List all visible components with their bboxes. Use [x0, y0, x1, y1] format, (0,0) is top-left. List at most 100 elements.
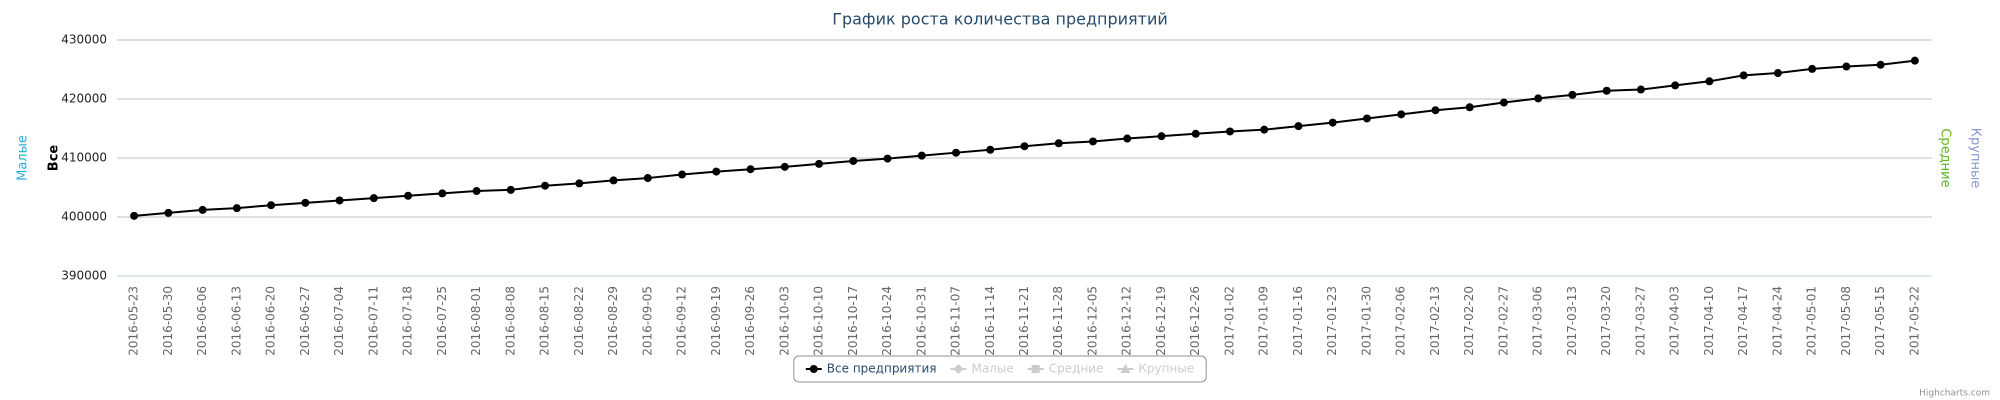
x-tick-label: 2017-01-23 [1325, 286, 1339, 356]
point [1910, 56, 1919, 65]
point [986, 145, 995, 154]
x-tick-label: 2017-02-06 [1394, 286, 1408, 356]
point [1088, 137, 1097, 146]
x-tick-label: 2016-08-15 [538, 286, 552, 356]
x-tick-label: 2017-01-09 [1257, 286, 1271, 356]
point [1431, 106, 1440, 115]
point [1054, 139, 1063, 148]
point [883, 154, 892, 163]
x-tick-label: 2016-10-24 [880, 286, 894, 356]
point [301, 198, 310, 207]
x-tick-label: 2017-02-13 [1428, 286, 1442, 356]
x-tick-label: 2016-06-06 [195, 286, 209, 356]
x-tick-label: 2016-05-23 [127, 286, 141, 356]
x-tick-label: 2017-04-17 [1736, 286, 1750, 356]
point [1397, 110, 1406, 119]
x-tick-label: 2016-12-05 [1085, 286, 1099, 356]
point [1773, 69, 1782, 78]
x-tick-label: 2017-01-30 [1359, 286, 1373, 356]
point [1568, 90, 1577, 99]
point [1636, 85, 1645, 94]
x-tick-label: 2016-05-30 [161, 286, 175, 356]
point [1705, 77, 1714, 86]
y-tick-label: 430000 [61, 33, 107, 47]
y-tick-label: 390000 [61, 269, 107, 283]
point [130, 211, 139, 220]
point [1739, 71, 1748, 80]
x-tick-label: 2016-08-29 [606, 286, 620, 356]
x-tick-label: 2016-12-19 [1154, 286, 1168, 356]
y-tick-label: 420000 [61, 92, 107, 106]
x-tick-label: 2017-02-27 [1496, 286, 1510, 356]
chart-title: График роста количества предприятий [832, 10, 1168, 29]
point [1671, 81, 1680, 90]
x-tick-label: 2017-03-27 [1633, 286, 1647, 356]
point [506, 185, 515, 194]
legend-label[interactable]: Малые [971, 362, 1013, 376]
legend-symbol [1031, 365, 1040, 373]
x-tick-label: 2016-07-25 [435, 286, 449, 356]
x-tick-label: 2016-11-14 [983, 286, 997, 356]
legend-label[interactable]: Крупные [1138, 362, 1194, 376]
x-tick-label: 2016-07-11 [366, 286, 380, 356]
point [1328, 118, 1337, 127]
point [1876, 60, 1885, 69]
point [809, 365, 818, 373]
x-tick-label: 2017-01-02 [1222, 286, 1236, 356]
point [1808, 64, 1817, 73]
x-tick-label: 2017-05-15 [1873, 286, 1887, 356]
point [678, 170, 687, 179]
x-tick-label: 2016-09-05 [640, 286, 654, 356]
axis-title: Малые [16, 135, 31, 181]
x-tick-label: 2016-10-10 [812, 286, 826, 356]
x-tick-label: 2017-01-16 [1291, 286, 1305, 356]
point [746, 165, 755, 174]
x-tick-label: 2016-09-26 [743, 286, 757, 356]
point [1123, 134, 1132, 143]
x-tick-label: 2017-03-06 [1531, 286, 1545, 356]
point [815, 159, 824, 168]
x-tick-label: 2016-09-12 [675, 286, 689, 356]
point [643, 174, 652, 183]
axis-title: Средние [1938, 128, 1953, 187]
point [198, 205, 207, 214]
x-tick-label: 2016-08-01 [469, 286, 483, 356]
x-tick-label: 2017-05-22 [1907, 286, 1921, 356]
legend-label[interactable]: Все предприятия [827, 362, 937, 376]
x-tick-label: 2017-05-01 [1805, 286, 1819, 356]
point [575, 179, 584, 188]
point [541, 181, 550, 190]
x-tick-label: 2016-11-07 [949, 286, 963, 356]
point [917, 151, 926, 160]
point [472, 187, 481, 196]
point [1157, 132, 1166, 141]
point [1499, 98, 1508, 107]
x-tick-label: 2016-12-26 [1188, 286, 1202, 356]
point [438, 189, 447, 198]
point [232, 204, 241, 213]
x-tick-label: 2016-08-22 [572, 286, 586, 356]
legend-box [793, 355, 1207, 383]
point [849, 156, 858, 165]
x-tick-label: 2017-04-03 [1668, 286, 1682, 356]
point [712, 167, 721, 176]
point [1465, 103, 1474, 112]
x-tick-label: 2016-10-03 [777, 286, 791, 356]
x-tick-label: 2017-04-24 [1770, 286, 1784, 356]
x-tick-label: 2016-12-12 [1120, 286, 1134, 356]
x-tick-label: 2016-06-20 [264, 286, 278, 356]
x-tick-label: 2016-10-31 [914, 286, 928, 356]
point [369, 194, 378, 203]
point [1020, 142, 1029, 151]
axis-title: Крупные [1968, 128, 1983, 188]
x-tick-label: 2016-11-21 [1017, 286, 1031, 356]
point [1534, 94, 1543, 103]
legend: Все предприятия Малые Средние Крупные [805, 362, 1194, 376]
point [404, 191, 413, 200]
point [1842, 62, 1851, 71]
x-tick-label: 2016-06-27 [298, 286, 312, 356]
y-tick-label: 410000 [61, 151, 107, 165]
x-tick-label: 2017-03-13 [1565, 286, 1579, 356]
legend-label[interactable]: Средние [1049, 362, 1104, 376]
